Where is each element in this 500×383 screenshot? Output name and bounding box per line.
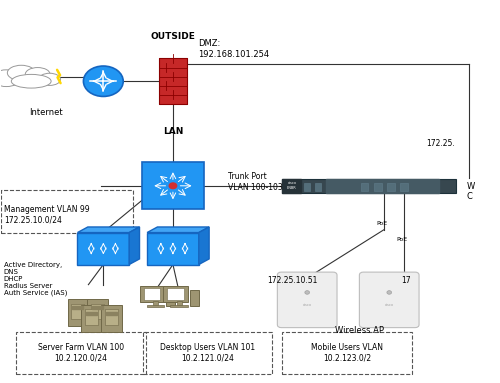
- Text: Internet: Internet: [28, 108, 62, 117]
- Bar: [374, 183, 382, 191]
- Text: W
C: W C: [466, 182, 474, 201]
- Polygon shape: [147, 227, 209, 232]
- Bar: [144, 288, 160, 300]
- Circle shape: [169, 183, 176, 188]
- Bar: [170, 305, 188, 308]
- Text: 172.25.: 172.25.: [426, 139, 456, 149]
- Bar: [142, 162, 204, 210]
- Text: cisco: cisco: [302, 303, 312, 307]
- Bar: [282, 178, 457, 193]
- Bar: [304, 183, 310, 191]
- Ellipse shape: [8, 65, 35, 80]
- Bar: [164, 286, 188, 302]
- Text: Mobile Users VLAN
10.2.123.0/2: Mobile Users VLAN 10.2.123.0/2: [311, 344, 383, 363]
- Bar: [16, 332, 146, 374]
- Bar: [68, 299, 88, 326]
- Bar: [0, 79, 64, 86]
- Text: PoE: PoE: [377, 221, 388, 226]
- Ellipse shape: [38, 73, 60, 85]
- Bar: [190, 290, 200, 306]
- Polygon shape: [199, 227, 209, 265]
- Bar: [153, 301, 158, 306]
- Bar: [326, 178, 439, 193]
- Text: LAN: LAN: [162, 127, 183, 136]
- Text: 172.25.10.51: 172.25.10.51: [268, 277, 318, 285]
- Text: Wireless AP: Wireless AP: [335, 326, 384, 335]
- Bar: [82, 305, 102, 332]
- Bar: [106, 309, 118, 324]
- Bar: [78, 232, 129, 265]
- Bar: [140, 286, 164, 302]
- Circle shape: [84, 66, 123, 97]
- Bar: [360, 183, 368, 191]
- Bar: [386, 183, 394, 191]
- Bar: [92, 306, 104, 309]
- Ellipse shape: [12, 74, 51, 88]
- Bar: [177, 301, 182, 306]
- Text: cisco
ENBR: cisco ENBR: [287, 182, 297, 190]
- Text: Trunk Port
VLAN 100-103: Trunk Port VLAN 100-103: [228, 172, 282, 192]
- Bar: [88, 299, 108, 326]
- Ellipse shape: [26, 67, 50, 81]
- Text: Active Directory,
DNS
DHCP
Radius Server
Auth Service (IAS): Active Directory, DNS DHCP Radius Server…: [4, 262, 67, 296]
- Bar: [147, 232, 199, 265]
- Bar: [72, 304, 84, 319]
- Bar: [146, 305, 164, 308]
- Bar: [168, 288, 184, 300]
- Text: Management VLAN 99
172.25.10.0/24: Management VLAN 99 172.25.10.0/24: [4, 205, 89, 224]
- Bar: [92, 304, 104, 319]
- Text: Server Farm VLAN 100
10.2.120.0/24: Server Farm VLAN 100 10.2.120.0/24: [38, 344, 124, 363]
- Text: DMZ:
192.168.101.254: DMZ: 192.168.101.254: [198, 39, 269, 59]
- Bar: [2, 190, 133, 233]
- Text: PoE: PoE: [396, 237, 408, 242]
- Bar: [72, 306, 84, 309]
- Bar: [166, 290, 175, 306]
- Circle shape: [387, 291, 392, 294]
- FancyBboxPatch shape: [278, 272, 337, 327]
- Bar: [102, 305, 122, 332]
- FancyBboxPatch shape: [360, 272, 419, 327]
- Text: Desktop Users VLAN 101
10.2.121.0/24: Desktop Users VLAN 101 10.2.121.0/24: [160, 344, 256, 363]
- Polygon shape: [129, 227, 140, 265]
- Bar: [400, 183, 407, 191]
- Bar: [143, 332, 272, 374]
- Circle shape: [305, 291, 310, 294]
- Bar: [86, 309, 98, 324]
- Bar: [106, 312, 117, 315]
- Bar: [86, 312, 98, 315]
- Bar: [159, 59, 187, 104]
- Ellipse shape: [0, 70, 22, 87]
- Bar: [282, 332, 412, 374]
- Text: OUTSIDE: OUTSIDE: [150, 32, 196, 41]
- Text: 17: 17: [402, 277, 411, 285]
- Polygon shape: [78, 227, 140, 232]
- Bar: [314, 183, 320, 191]
- Bar: [282, 178, 302, 193]
- Text: cisco: cisco: [384, 303, 394, 307]
